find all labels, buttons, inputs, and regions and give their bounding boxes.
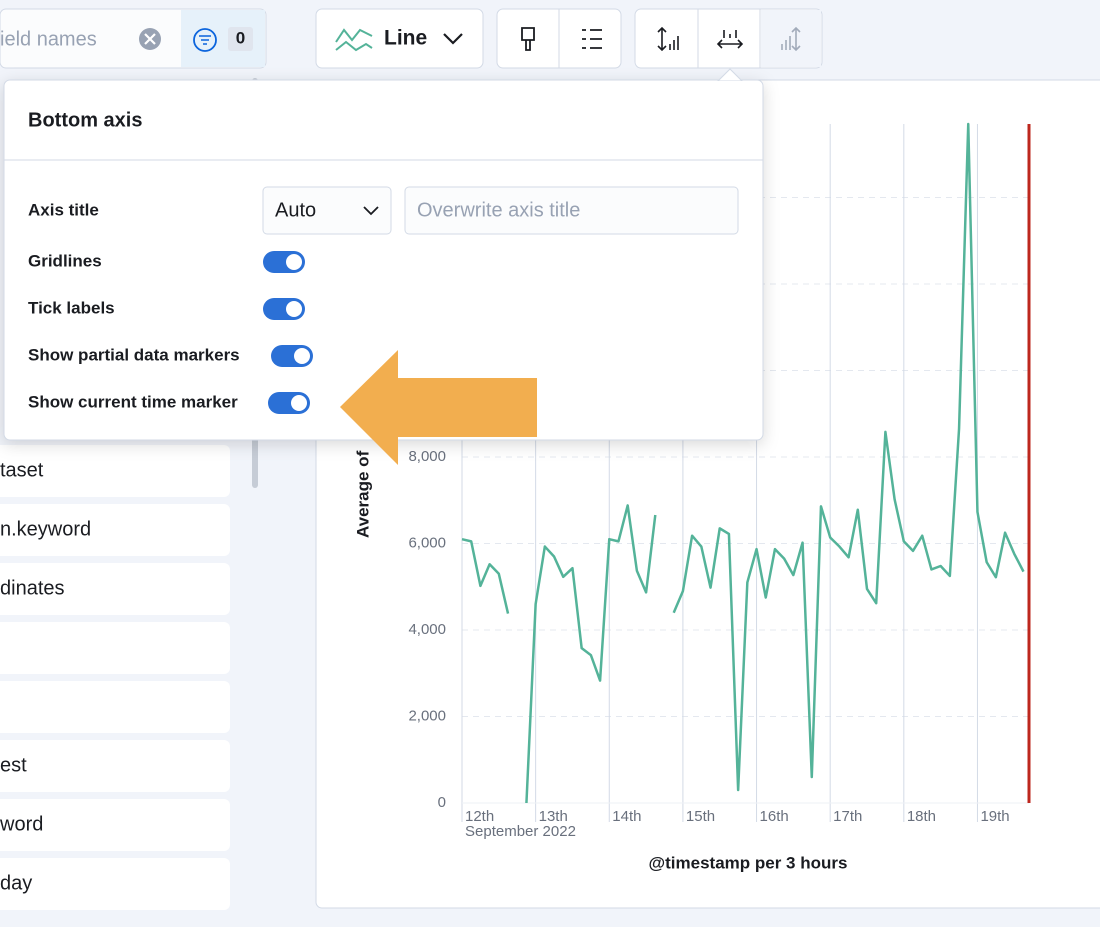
right-axis-icon <box>781 26 801 52</box>
highlight-arrow <box>340 350 537 465</box>
chart-type-label: Line <box>384 27 427 50</box>
dropdown-icon <box>443 33 463 45</box>
y-tick-label: 0 <box>438 794 446 811</box>
field-name: est <box>0 754 27 776</box>
filter-icon-lines <box>199 35 211 45</box>
x-axis-sublabel: September 2022 <box>465 823 576 840</box>
x-tick-label: 19th <box>980 808 1009 825</box>
axis-popover: Bottom axis Axis title Auto Overwrite ax… <box>3 68 764 441</box>
field-name: n.keyword <box>0 518 91 540</box>
field-item[interactable] <box>0 622 230 674</box>
field-name: taset <box>0 459 44 481</box>
popover-arrow <box>716 68 744 82</box>
x-tick-label: 16th <box>760 808 789 825</box>
field-item[interactable] <box>0 858 230 910</box>
field-name: dinates <box>0 577 65 599</box>
axis-title-label: Axis title <box>28 200 99 219</box>
y-tick-label: 4,000 <box>408 621 446 638</box>
axis-title-placeholder: Overwrite axis title <box>417 199 580 221</box>
popover-arrow-mask <box>716 81 744 84</box>
toggle-label: Tick labels <box>28 298 115 317</box>
x-tick-label: 12th <box>465 808 494 825</box>
field-name: word <box>0 813 43 835</box>
chart-type-button[interactable] <box>315 8 484 69</box>
toggle-knob <box>286 254 302 270</box>
axis-title-input[interactable] <box>404 186 739 235</box>
bottom-axis-icon[interactable] <box>716 30 744 49</box>
left-axis-icon[interactable] <box>657 26 679 52</box>
popover-title: Bottom axis <box>28 109 142 131</box>
field-item[interactable] <box>0 740 230 792</box>
legend-icon[interactable] <box>582 29 602 49</box>
field-item[interactable] <box>0 445 230 497</box>
axis-title-mode: Auto <box>275 199 316 221</box>
x-tick-label: 13th <box>539 808 568 825</box>
toggle-knob <box>294 348 310 364</box>
filter-icon <box>193 28 217 52</box>
toggle-knob <box>291 395 307 411</box>
paint-icon[interactable] <box>521 27 535 51</box>
x-tick-label: 15th <box>686 808 715 825</box>
field-item[interactable] <box>0 563 230 615</box>
field-item[interactable] <box>0 799 230 851</box>
field-panel: ield names 0 taset n.keyword dinates est wor… <box>0 8 267 910</box>
x-tick-label: 14th <box>612 808 641 825</box>
field-item[interactable] <box>0 681 230 733</box>
field-item[interactable] <box>0 504 230 556</box>
y-tick-label: 8,000 <box>408 448 446 465</box>
x-tick-label: 17th <box>833 808 862 825</box>
select-chevron <box>363 206 379 216</box>
toolbar: Line <box>315 8 823 69</box>
clear-icon <box>144 33 156 45</box>
x-tick-label: 18th <box>907 808 936 825</box>
data-line <box>461 122 1025 804</box>
filter-badge <box>228 27 253 51</box>
line-icon <box>335 28 373 52</box>
toggle-label: Show current time marker <box>28 392 238 411</box>
field-name: day <box>0 872 32 894</box>
disabled-button <box>761 10 821 67</box>
x-axis-title: @timestamp per 3 hours <box>649 853 848 872</box>
filter-count: 0 <box>236 28 245 47</box>
toggle-label: Show partial data markers <box>28 345 240 364</box>
y-axis-title: Average of <box>353 450 372 538</box>
y-tick-label: 2,000 <box>408 707 446 724</box>
axis-title-select[interactable] <box>262 186 392 235</box>
toggle-label: Gridlines <box>28 251 102 270</box>
y-tick-label: 6,000 <box>408 534 446 551</box>
search-placeholder: ield names <box>0 28 97 50</box>
toggle-knob <box>286 301 302 317</box>
